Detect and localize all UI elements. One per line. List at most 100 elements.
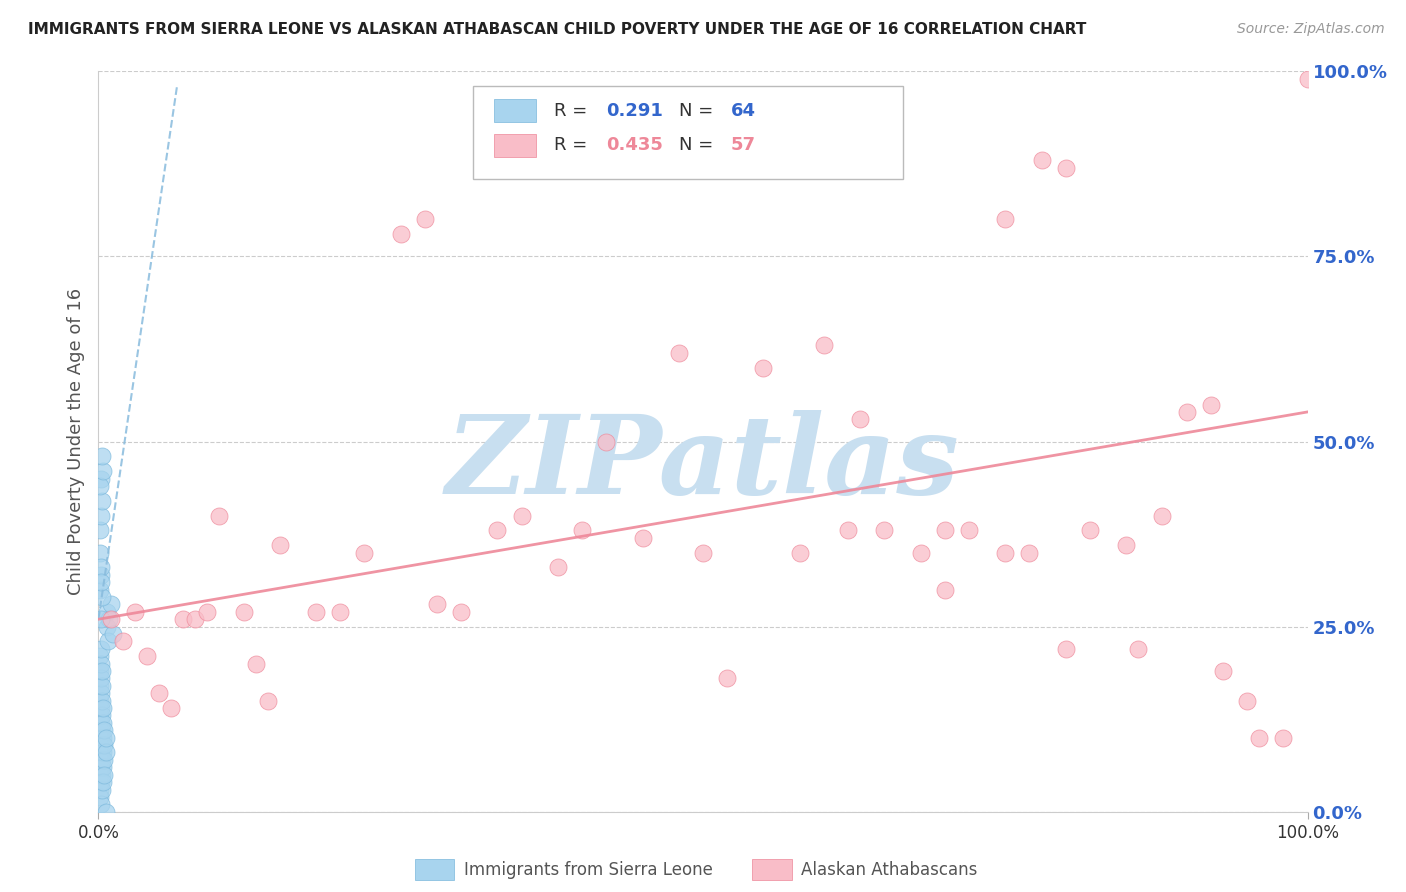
Point	[96, 605, 118, 619]
Point	[232, 605, 254, 619]
Point	[91, 493, 114, 508]
Text: 57: 57	[731, 136, 756, 154]
Bar	[494, 100, 536, 121]
Point	[93, 753, 115, 767]
Point	[93, 767, 115, 781]
Point	[160, 701, 183, 715]
Point	[1054, 161, 1077, 175]
Point	[100, 598, 122, 612]
Point	[195, 605, 218, 619]
Point	[692, 546, 714, 560]
Point	[486, 524, 509, 538]
Point	[1031, 153, 1053, 168]
Point	[91, 723, 114, 738]
Point	[91, 664, 114, 678]
Point	[90, 567, 112, 582]
Text: N =: N =	[679, 102, 718, 120]
Point	[148, 686, 170, 700]
Text: Source: ZipAtlas.com: Source: ZipAtlas.com	[1237, 22, 1385, 37]
Point	[1115, 538, 1137, 552]
Point	[89, 694, 111, 708]
Point	[1128, 641, 1150, 656]
Text: 0.291: 0.291	[606, 102, 664, 120]
Point	[91, 708, 114, 723]
Point	[91, 450, 114, 464]
Point	[94, 805, 117, 819]
Bar	[494, 135, 536, 156]
Point	[94, 746, 117, 760]
Point	[510, 508, 533, 523]
Point	[91, 738, 114, 752]
Point	[631, 531, 654, 545]
Point	[90, 701, 112, 715]
Text: 64: 64	[731, 102, 756, 120]
Point	[91, 731, 114, 745]
Point	[994, 212, 1017, 227]
Point	[910, 546, 932, 560]
Point	[1199, 398, 1222, 412]
Point	[98, 612, 121, 626]
Point	[245, 657, 267, 671]
Text: IMMIGRANTS FROM SIERRA LEONE VS ALASKAN ATHABASCAN CHILD POVERTY UNDER THE AGE O: IMMIGRANTS FROM SIERRA LEONE VS ALASKAN …	[28, 22, 1087, 37]
Point	[1212, 664, 1234, 678]
Point	[172, 612, 194, 626]
Point	[934, 524, 956, 538]
Point	[91, 590, 114, 604]
Point	[934, 582, 956, 597]
Point	[716, 672, 738, 686]
Point	[668, 345, 690, 359]
Point	[91, 775, 114, 789]
Point	[91, 694, 114, 708]
Point	[1054, 641, 1077, 656]
Point	[256, 694, 278, 708]
Point	[89, 782, 111, 797]
Text: Immigrants from Sierra Leone: Immigrants from Sierra Leone	[464, 861, 713, 879]
Point	[184, 612, 207, 626]
Point	[97, 634, 120, 648]
Point	[89, 753, 111, 767]
Point	[94, 731, 117, 745]
Point	[89, 767, 111, 781]
Point	[124, 605, 146, 619]
Point	[1078, 524, 1101, 538]
Point	[90, 672, 112, 686]
Point	[90, 775, 112, 789]
Point	[89, 524, 111, 538]
Point	[96, 619, 118, 633]
Point	[1296, 71, 1319, 86]
Point	[90, 575, 112, 590]
Point	[89, 479, 111, 493]
Point	[994, 546, 1017, 560]
Point	[1152, 508, 1174, 523]
Point	[837, 524, 859, 538]
Point	[89, 723, 111, 738]
Point	[89, 546, 111, 560]
Point	[547, 560, 569, 574]
Point	[752, 360, 775, 375]
Point	[389, 227, 412, 242]
Point	[90, 760, 112, 774]
Point	[90, 657, 112, 671]
Point	[90, 471, 112, 485]
Point	[1236, 694, 1258, 708]
Point	[90, 508, 112, 523]
Point	[89, 679, 111, 693]
Point	[90, 731, 112, 745]
Point	[90, 797, 112, 812]
Point	[91, 715, 114, 730]
Point	[91, 767, 114, 781]
Point	[957, 524, 980, 538]
Point	[91, 782, 114, 797]
Point	[450, 605, 472, 619]
Point	[305, 605, 328, 619]
Point	[100, 612, 122, 626]
Point	[89, 649, 111, 664]
Point	[90, 746, 112, 760]
Point	[1175, 405, 1198, 419]
Point	[208, 508, 231, 523]
Point	[90, 560, 112, 574]
Point	[873, 524, 896, 538]
Point	[426, 598, 449, 612]
Point	[595, 434, 617, 449]
Point	[90, 641, 112, 656]
